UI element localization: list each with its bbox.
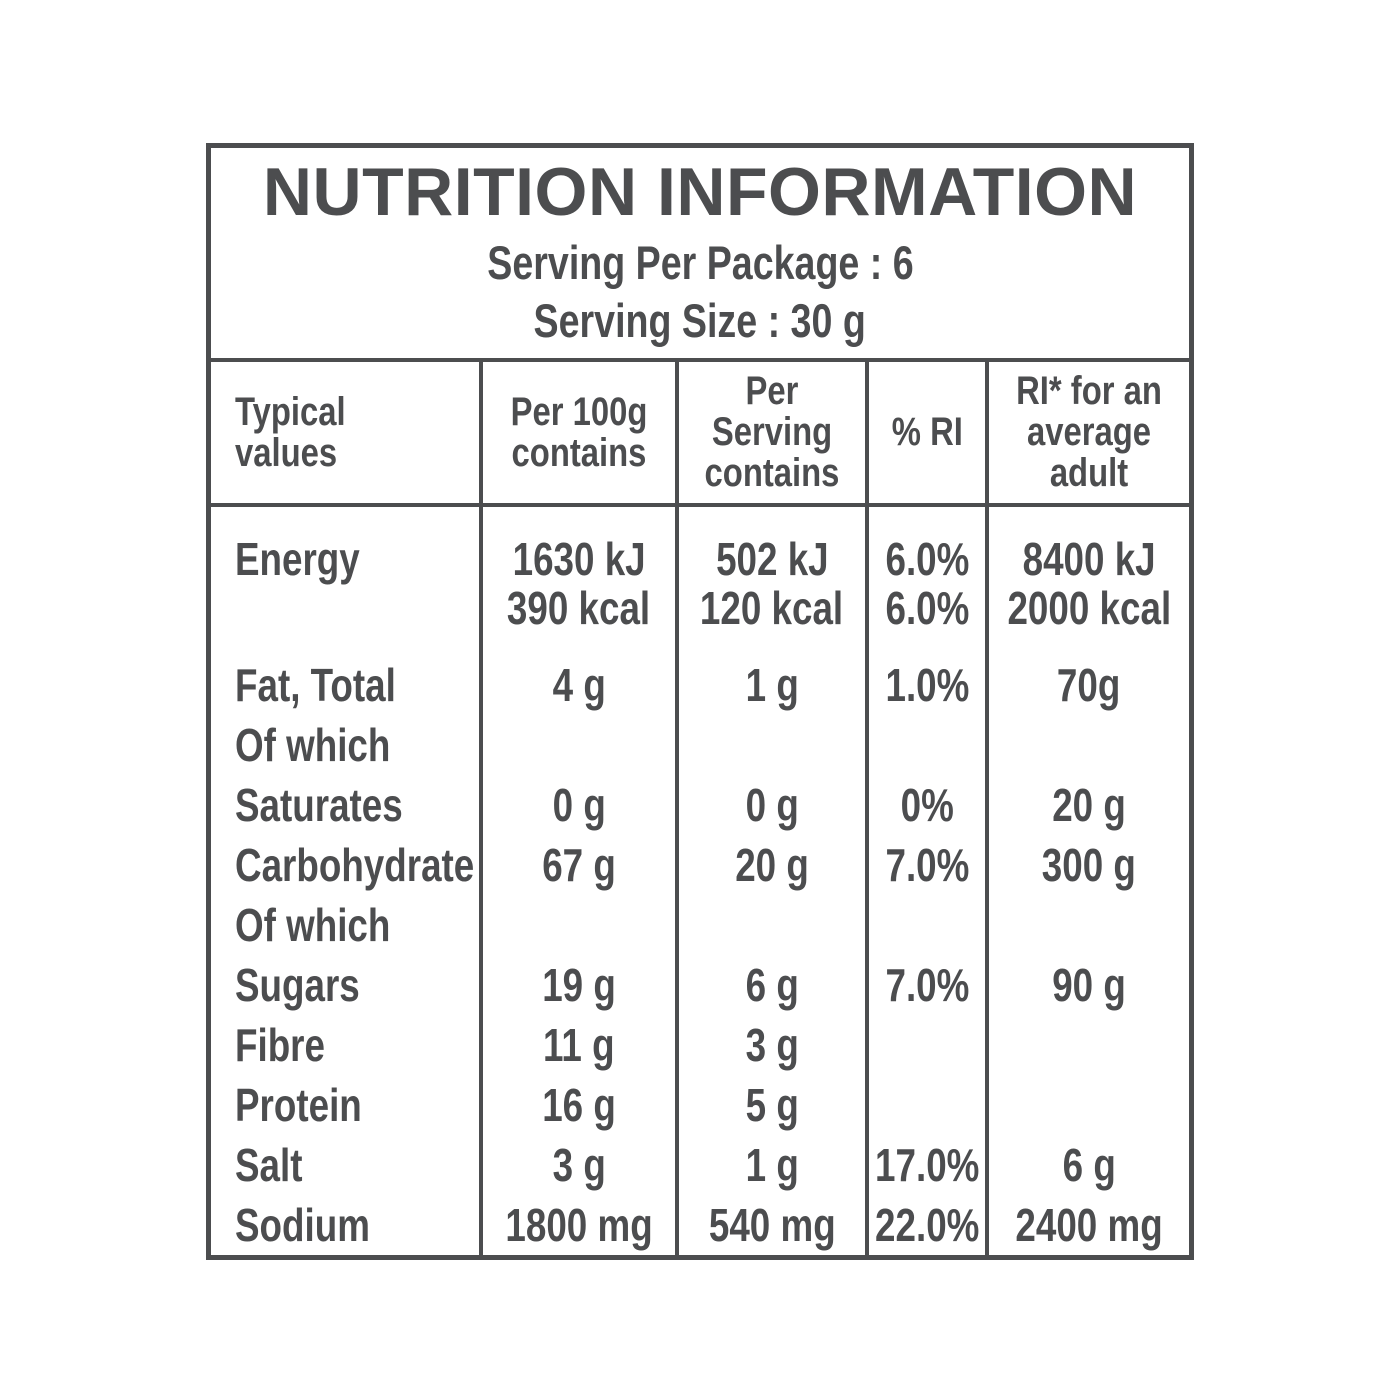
cell-per-100g: 16 g — [483, 1075, 679, 1135]
cell-ri-adult: 300 g — [1041, 839, 1137, 891]
serving-per-package-text: Serving Per Package : 6 — [486, 235, 914, 289]
cell-ri-adult: 90 g — [1052, 959, 1126, 1011]
column-header-percent-ri: % RI — [869, 362, 989, 503]
table-body: Energy 1630 kJ 502 kJ 6.0% 8400 kJ 390 k… — [211, 507, 1189, 1255]
cell-empty — [211, 631, 483, 655]
cell-label: Salt — [211, 1135, 483, 1195]
serving-per-package: Serving Per Package : 6 — [211, 234, 1189, 293]
column-header-per-100g: Per 100g contains — [483, 362, 679, 503]
column-header-ri-adult: RI* for an average adult — [1016, 369, 1162, 495]
cell-per-serving: 5 g — [679, 1075, 869, 1135]
cell-empty — [989, 631, 1189, 655]
row-of-which-fat: Of which — [211, 715, 1189, 775]
cell-percent-ri: 7.0% — [869, 955, 989, 1015]
cell-empty — [869, 895, 989, 955]
table-header: NUTRITION INFORMATION Serving Per Packag… — [211, 148, 1189, 362]
cell-per-100g: 1630 kJ — [483, 507, 679, 584]
row-saturates: Saturates 0 g 0 g 0% 20 g — [211, 775, 1189, 835]
cell-empty — [679, 631, 869, 655]
cell-ri-adult: 2000 kcal — [1007, 581, 1171, 634]
cell-percent-ri: 17.0% — [869, 1135, 989, 1195]
row-sugars: Sugars 19 g 6 g 7.0% 90 g — [211, 955, 1189, 1015]
nutrition-table: NUTRITION INFORMATION Serving Per Packag… — [206, 143, 1194, 1260]
cell-label: Fat, Total — [211, 655, 483, 715]
cell-per-serving: 1 g — [679, 655, 869, 715]
row-protein: Protein 16 g 5 g — [211, 1075, 1189, 1135]
cell-per-100g: 0 g — [483, 775, 679, 835]
cell-per-100g: 67 g — [483, 835, 679, 895]
column-header-per-serving: Per Serving contains — [679, 362, 869, 503]
cell-per-100g: 19 g — [483, 955, 679, 1015]
cell-percent-ri: 7.0% — [869, 835, 989, 895]
cell-per-100g: 4 g — [483, 655, 679, 715]
cell-per-serving: 502 kJ — [679, 507, 869, 584]
cell-ri-adult: 8400 kJ — [1022, 533, 1156, 585]
cell-ri-adult: 2400 mg — [1015, 1199, 1163, 1251]
row-sodium: Sodium 1800 mg 540 mg 22.0% 2400 mg — [211, 1195, 1189, 1255]
cell-label: Sodium — [211, 1195, 483, 1255]
cell-ri-adult: 20 g — [1052, 779, 1126, 831]
cell-per-100g: 11 g — [483, 1015, 679, 1075]
cell-percent-ri: 6.0% — [869, 507, 989, 584]
cell-empty — [869, 1015, 989, 1075]
cell-per-100g: 1800 mg — [483, 1195, 679, 1255]
row-carbohydrate: Carbohydrate 67 g 20 g 7.0% 300 g — [211, 835, 1189, 895]
cell-empty — [989, 715, 1189, 775]
cell-empty — [869, 715, 989, 775]
column-header-typical-values: Typical values — [211, 362, 483, 503]
cell-empty — [869, 1075, 989, 1135]
cell-percent-ri: 0% — [869, 775, 989, 835]
cell-per-serving: 540 mg — [679, 1195, 869, 1255]
row-energy-kj: Energy 1630 kJ 502 kJ 6.0% 8400 kJ — [211, 507, 1189, 584]
cell-empty — [989, 1015, 1189, 1075]
cell-per-serving: 1 g — [679, 1135, 869, 1195]
cell-empty — [869, 631, 989, 655]
cell-per-100g: 390 kcal — [483, 584, 679, 631]
cell-empty — [483, 631, 679, 655]
cell-ri-adult: 70g — [1057, 659, 1121, 711]
cell-ri-adult: 6 g — [1062, 1139, 1116, 1191]
cell-per-serving: 20 g — [679, 835, 869, 895]
cell-label: Of which — [211, 715, 483, 775]
row-spacer — [211, 631, 1189, 655]
cell-label: Fibre — [211, 1015, 483, 1075]
cell-label: Of which — [211, 895, 483, 955]
cell-empty — [989, 895, 1189, 955]
cell-percent-ri: 22.0% — [869, 1195, 989, 1255]
cell-percent-ri: 1.0% — [869, 655, 989, 715]
page-title: NUTRITION INFORMATION — [262, 154, 1138, 230]
cell-label: Sugars — [211, 955, 483, 1015]
cell-label: Saturates — [211, 775, 483, 835]
row-fibre: Fibre 11 g 3 g — [211, 1015, 1189, 1075]
cell-label: Carbohydrate — [211, 835, 483, 895]
row-fat-total: Fat, Total 4 g 1 g 1.0% 70g — [211, 655, 1189, 715]
serving-size-text: Serving Size : 30 g — [533, 294, 867, 348]
cell-label: Energy — [211, 507, 483, 584]
column-header-row: Typical values Per 100g contains Per Ser… — [211, 362, 1189, 507]
cell-per-serving: 3 g — [679, 1015, 869, 1075]
cell-per-serving: 6 g — [679, 955, 869, 1015]
cell-empty — [679, 895, 869, 955]
row-energy-kcal: 390 kcal 120 kcal 6.0% 2000 kcal — [211, 584, 1189, 631]
cell-label: Protein — [211, 1075, 483, 1135]
cell-empty — [679, 715, 869, 775]
serving-size: Serving Size : 30 g — [211, 292, 1189, 351]
cell-empty — [989, 1075, 1189, 1135]
cell-empty — [483, 895, 679, 955]
cell-empty — [483, 715, 679, 775]
cell-per-serving: 120 kcal — [679, 584, 869, 631]
row-salt: Salt 3 g 1 g 17.0% 6 g — [211, 1135, 1189, 1195]
cell-per-100g: 3 g — [483, 1135, 679, 1195]
cell-percent-ri: 6.0% — [869, 584, 989, 631]
cell-per-serving: 0 g — [679, 775, 869, 835]
cell-label — [211, 584, 483, 631]
row-of-which-carb: Of which — [211, 895, 1189, 955]
